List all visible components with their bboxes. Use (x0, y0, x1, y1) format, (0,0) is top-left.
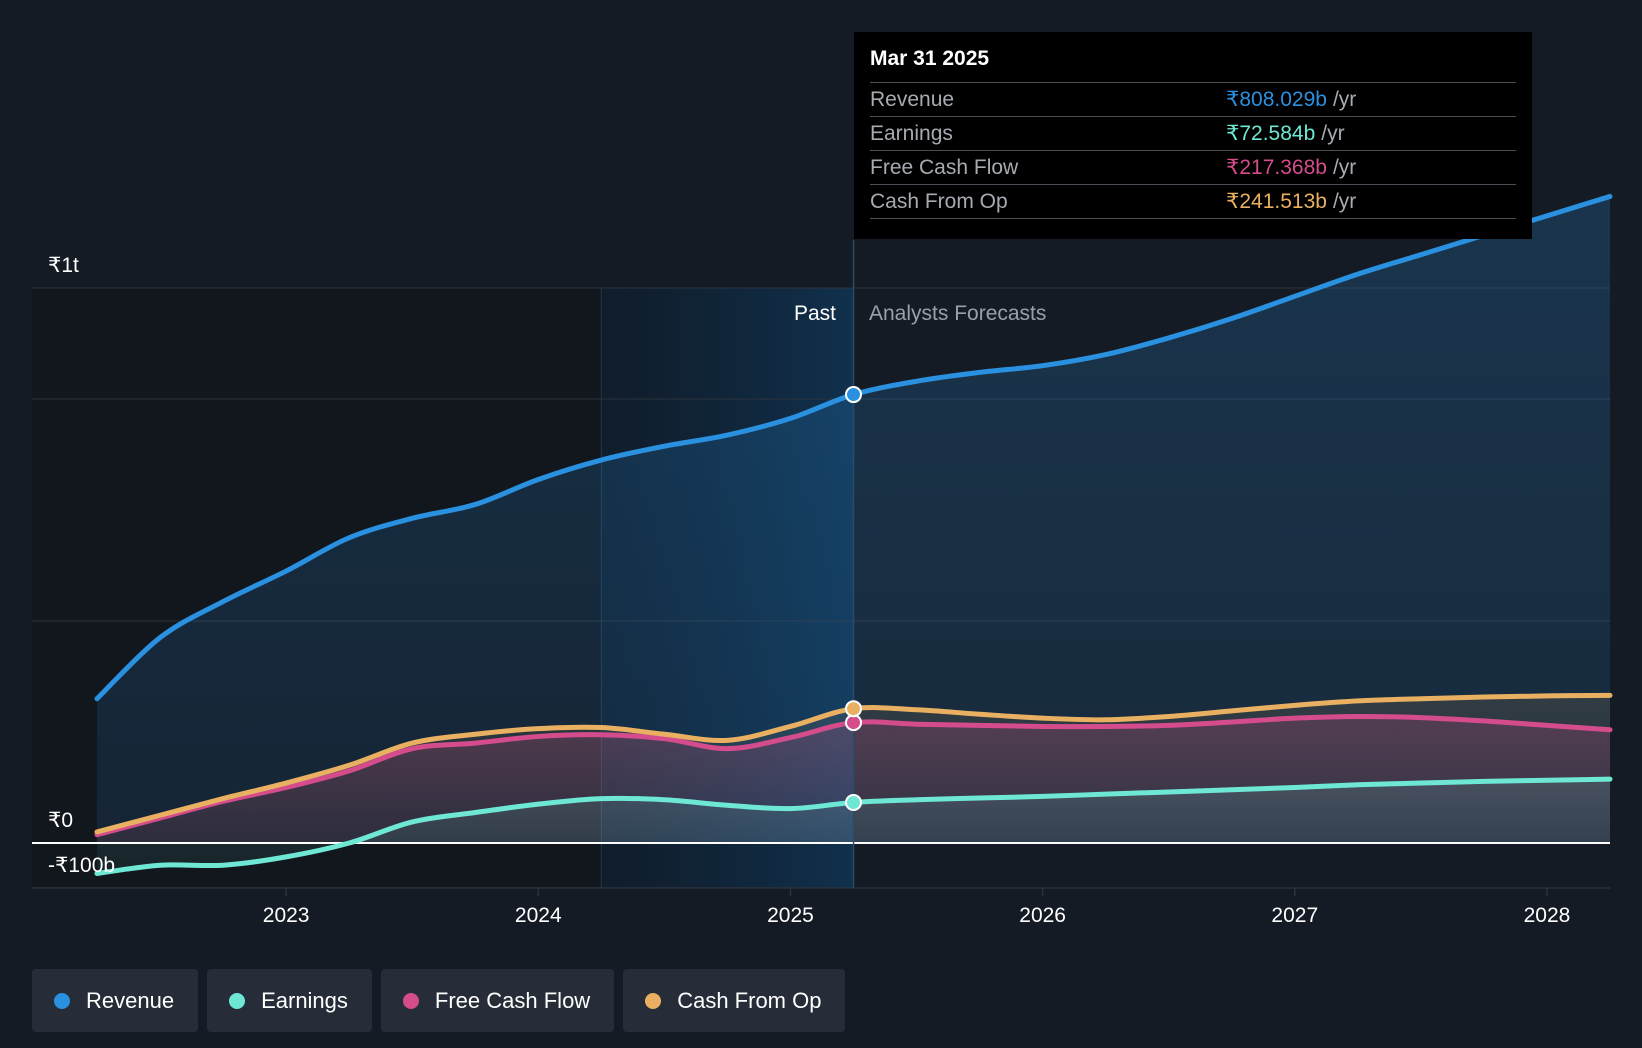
y-tick-label: -₹100b (48, 854, 115, 877)
tooltip-unit: /yr (1332, 87, 1357, 111)
legend-item-cash-from-op[interactable]: Cash From Op (623, 969, 846, 1032)
tooltip-unit: /yr (1332, 155, 1357, 179)
legend-dot-icon (645, 992, 662, 1009)
past-label: Past (794, 302, 836, 325)
legend-dot-icon (54, 992, 70, 1009)
legend-item-free-cash-flow[interactable]: Free Cash Flow (380, 969, 615, 1032)
tooltip-label: Cash From Op (870, 189, 1008, 213)
legend-label: Earnings (261, 987, 348, 1013)
marker-revenue[interactable] (845, 386, 862, 404)
legend-label: Revenue (86, 987, 175, 1013)
legend-label: Cash From Op (677, 987, 822, 1013)
tooltip-label: Revenue (870, 87, 955, 111)
tooltip-value: ₹808.029b (1226, 88, 1327, 111)
x-tick-label: 2026 (1019, 904, 1066, 927)
x-tick-label: 2025 (767, 904, 814, 927)
y-tick-label: ₹0 (48, 809, 73, 832)
tooltip-row-revenue: Revenue ₹808.029b /yr (870, 82, 1516, 116)
x-tick-label: 2027 (1271, 904, 1318, 927)
tooltip-row-earnings: Earnings ₹72.584b /yr (870, 116, 1516, 150)
legend-item-revenue[interactable]: Revenue (32, 969, 199, 1032)
tooltip-label: Free Cash Flow (870, 155, 1019, 179)
x-tick-label: 2028 (1524, 904, 1571, 927)
forecast-label: Analysts Forecasts (869, 302, 1046, 325)
tooltip-value: ₹241.513b (1226, 190, 1327, 213)
tooltip-value: ₹217.368b (1226, 156, 1327, 179)
y-tick-label: ₹1t (48, 254, 79, 277)
line-free-cash-flow (94, 713, 1613, 838)
tooltip-value: ₹72.584b (1226, 122, 1316, 145)
tooltip-date: Mar 31 2025 (870, 47, 990, 70)
marker-earnings[interactable] (845, 793, 862, 811)
x-tick-label: 2023 (263, 904, 310, 927)
legend-item-earnings[interactable]: Earnings (207, 969, 372, 1032)
legend-dot-icon (229, 992, 246, 1009)
x-axis-labels: 2023 2024 2025 2026 2027 2028 (263, 888, 1571, 927)
line-cash-from-op (94, 692, 1613, 835)
legend: Revenue Earnings Free Cash Flow Cash Fro… (32, 969, 846, 1032)
legend-dot-icon (402, 992, 419, 1009)
marker-free-cash-flow[interactable] (845, 714, 862, 732)
tooltip-row-cash-from-op: Cash From Op ₹241.513b /yr (870, 184, 1516, 219)
tooltip: Mar 31 2025 Revenue ₹808.029b /yr Earnin… (854, 32, 1532, 239)
tooltip-unit: /yr (1321, 121, 1345, 145)
tooltip-unit: /yr (1332, 189, 1357, 213)
legend-label: Free Cash Flow (434, 987, 591, 1013)
tooltip-row-free-cash-flow: Free Cash Flow ₹217.368b /yr (870, 150, 1516, 184)
x-tick-label: 2024 (515, 904, 562, 927)
marker-cash-from-op[interactable] (845, 700, 862, 718)
highlight-markers (845, 386, 862, 811)
y-axis-labels: ₹1t ₹0 -₹100b (48, 254, 115, 877)
tooltip-label: Earnings (870, 121, 953, 145)
